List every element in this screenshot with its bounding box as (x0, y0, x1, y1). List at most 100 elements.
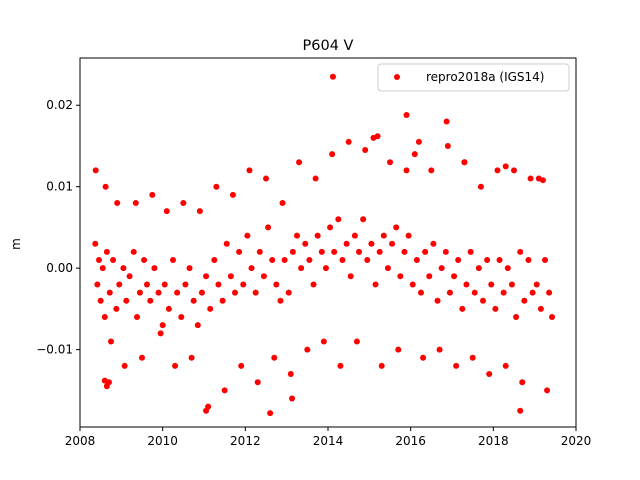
data-point (289, 248, 296, 255)
data-point (279, 199, 286, 206)
data-point (163, 208, 170, 215)
data-point (331, 248, 338, 255)
data-point (420, 354, 427, 361)
data-point (320, 338, 327, 345)
data-point (337, 362, 344, 369)
data-point (376, 248, 383, 255)
data-point (492, 305, 499, 312)
data-point (132, 199, 139, 206)
data-point (500, 289, 507, 296)
data-point (99, 265, 106, 272)
data-point (304, 346, 311, 353)
data-point (147, 297, 154, 304)
data-point (96, 257, 103, 264)
data-point (143, 281, 150, 288)
data-point (254, 379, 261, 386)
data-point (463, 281, 470, 288)
y-tick-label: 0.00 (46, 261, 73, 275)
data-point (368, 240, 375, 247)
data-point (180, 199, 187, 206)
data-point (219, 297, 226, 304)
data-point (121, 362, 128, 369)
data-point (120, 265, 127, 272)
data-point (186, 265, 193, 272)
data-point (475, 265, 482, 272)
data-point (397, 273, 404, 280)
data-point (434, 297, 441, 304)
data-point (298, 265, 305, 272)
data-point (327, 224, 334, 231)
data-point (387, 159, 393, 166)
data-point (426, 273, 433, 280)
data-point (511, 167, 517, 174)
data-point (263, 175, 269, 182)
data-point (405, 232, 412, 239)
data-point (403, 167, 410, 174)
data-point (403, 112, 410, 119)
data-point (364, 257, 371, 264)
data-point (401, 248, 408, 255)
data-point (347, 273, 354, 280)
data-point (502, 163, 509, 170)
legend-marker (394, 74, 400, 80)
data-point (521, 297, 528, 304)
y-tick-label: −0.01 (36, 343, 73, 357)
data-point (267, 410, 274, 417)
data-point (198, 289, 205, 296)
data-point (360, 216, 367, 223)
data-point (155, 289, 162, 296)
data-point (229, 191, 236, 198)
data-point (504, 265, 511, 272)
data-point (161, 281, 168, 288)
data-point (97, 297, 104, 304)
data-point (269, 257, 276, 264)
data-point (102, 183, 109, 190)
data-point (345, 138, 352, 145)
data-point (227, 273, 234, 280)
data-point (174, 289, 181, 296)
data-point (343, 240, 350, 247)
data-point (165, 305, 172, 312)
data-point (188, 354, 195, 361)
data-point (517, 407, 524, 414)
data-point (256, 248, 263, 255)
y-tick-label: 0.01 (46, 180, 73, 194)
data-point (92, 240, 99, 247)
data-point (252, 289, 259, 296)
data-point (203, 273, 210, 280)
data-point (527, 175, 534, 182)
data-point (240, 281, 247, 288)
data-point (116, 281, 123, 288)
data-point (519, 379, 526, 386)
data-point (207, 305, 214, 312)
data-point (285, 289, 292, 296)
chart-title: P604 V (303, 38, 354, 54)
data-point (411, 151, 418, 158)
data-point (113, 305, 120, 312)
data-point (108, 338, 114, 345)
data-point (103, 248, 110, 255)
data-point (395, 346, 402, 353)
data-point (159, 322, 166, 329)
data-point (413, 257, 420, 264)
data-point (480, 297, 486, 304)
data-point (281, 257, 288, 264)
data-point (194, 322, 201, 329)
data-point (232, 289, 238, 296)
data-point (92, 167, 99, 174)
data-point (103, 383, 110, 390)
data-point (461, 159, 468, 166)
data-point (422, 248, 429, 255)
x-tick-label: 2020 (561, 434, 592, 448)
data-point (484, 257, 491, 264)
data-point (139, 354, 145, 361)
data-point (289, 395, 296, 402)
x-tick-label: 2010 (147, 434, 178, 448)
data-point (513, 314, 520, 321)
data-point (312, 175, 319, 182)
data-point (384, 265, 391, 272)
data-point (544, 387, 551, 394)
data-point (296, 159, 303, 166)
data-point (178, 314, 185, 321)
data-point (287, 371, 294, 378)
